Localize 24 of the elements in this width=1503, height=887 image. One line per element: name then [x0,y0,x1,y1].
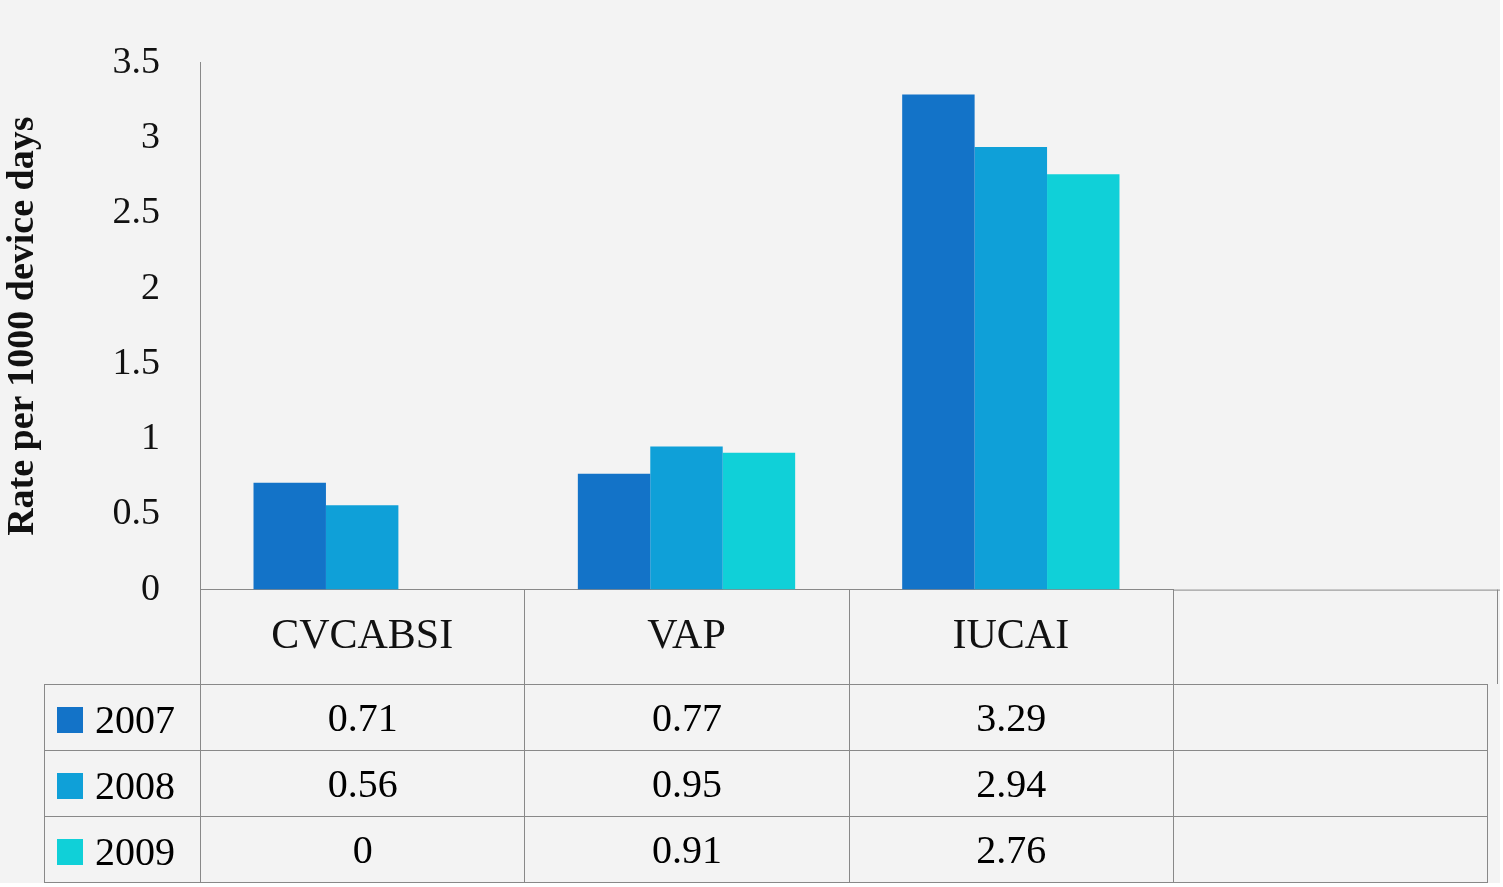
x-tick-label: CVCABSI [271,610,454,657]
data-label: 0.56 [200,750,525,817]
y-tick-label: 3 [141,114,160,157]
data-label: 3.29 [849,684,1174,751]
y-tick-label: 0.5 [112,490,160,533]
y-tick-label: 3.5 [112,38,160,81]
data-label: 0.95 [524,750,850,817]
y-tick-label: 2.5 [112,189,160,232]
y-axis-title: Rate per 1000 device days [0,116,41,536]
data-label: 0.91 [524,816,850,883]
data-label: 2.94 [849,750,1174,817]
x-tick-label: IUCAI [952,610,1070,657]
y-tick-label: 1 [141,415,160,458]
y-tick-label: 2 [141,264,160,307]
legend-label: 2009 [95,829,175,875]
legend-label: 2007 [95,697,175,743]
x-tick-label: VAP [647,610,726,657]
y-tick-label: 1.5 [112,339,160,382]
y-tick-label: 0 [141,565,160,608]
data-label: 2.76 [849,816,1174,883]
data-label: 0.77 [524,684,850,751]
legend-label: 2008 [95,763,175,809]
data-label: 0.71 [200,684,525,751]
data-label: 0 [200,816,525,883]
